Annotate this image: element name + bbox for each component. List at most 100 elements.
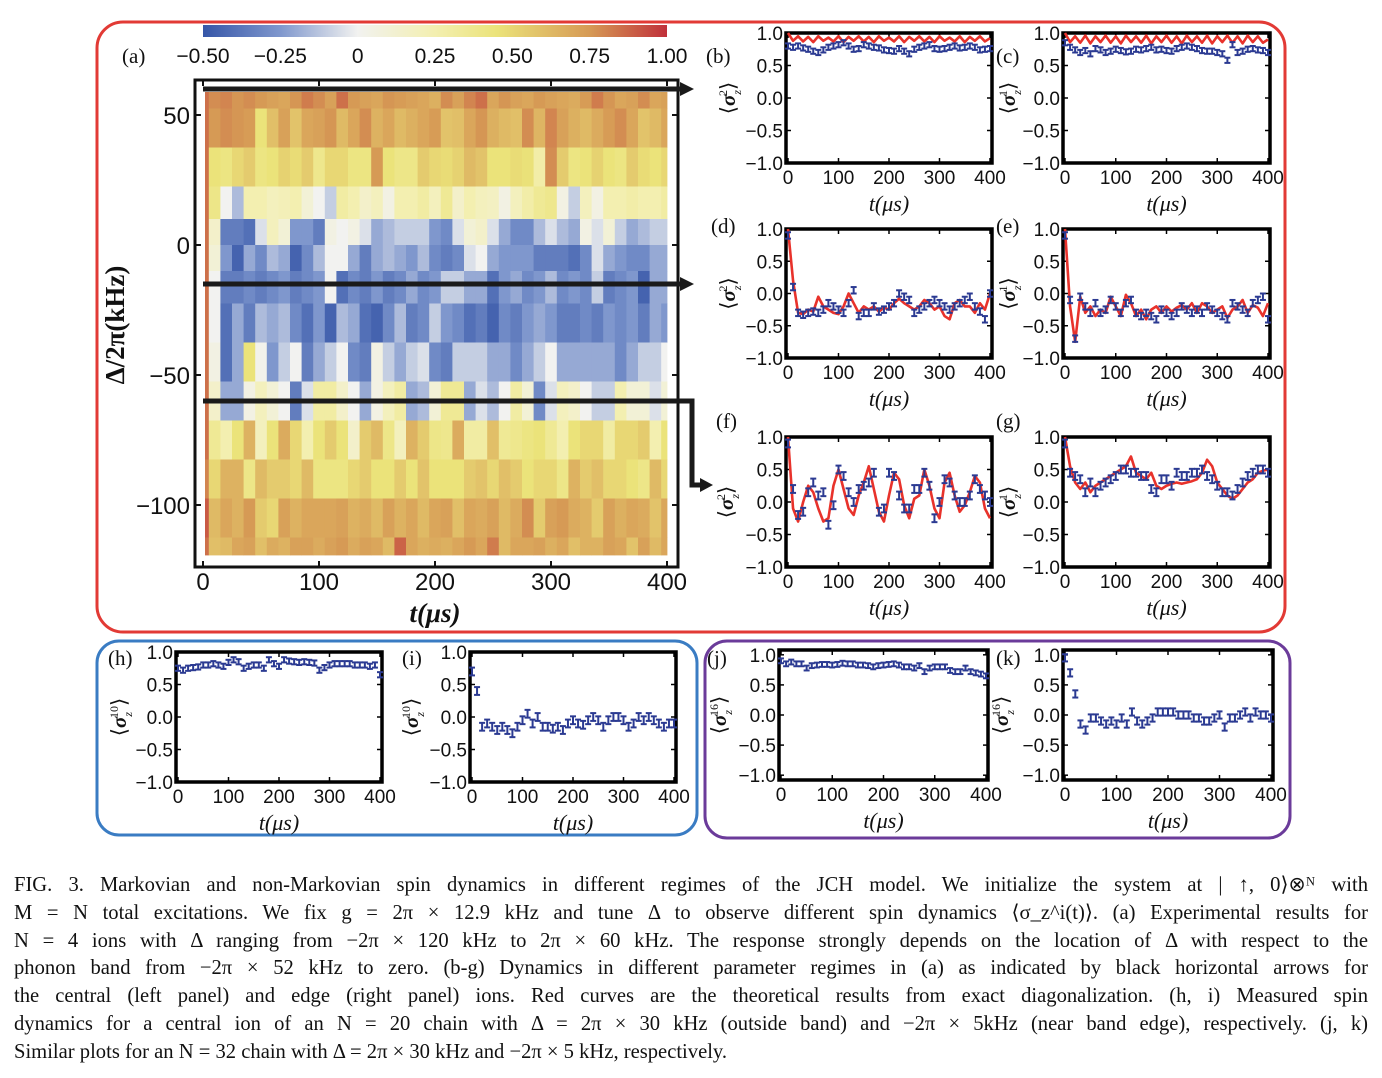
data-point [1138, 311, 1145, 321]
data-point [1257, 710, 1264, 720]
heatmap-cell [382, 303, 395, 343]
data-point [971, 302, 978, 311]
data-point [951, 490, 958, 501]
x-tick-label: 400 [1252, 363, 1284, 384]
y-label-sub: z [413, 712, 427, 718]
heatmap-cell [348, 186, 360, 220]
heatmap-cell [614, 92, 627, 109]
data-point [1242, 707, 1249, 717]
heatmap-cell [301, 537, 314, 556]
heatmap-cell [243, 108, 256, 148]
heatmap-cell [510, 245, 523, 272]
data-point [504, 725, 511, 735]
heatmap-cell [568, 459, 581, 499]
data-point [820, 46, 827, 54]
data-point [509, 728, 516, 739]
heatmap-cell [661, 342, 668, 382]
heatmap-cell [266, 147, 279, 187]
y-tick-label: −1.0 [738, 766, 776, 787]
data-point [1239, 477, 1246, 488]
red-group-box [95, 20, 1287, 634]
data-point [1193, 305, 1200, 314]
heatmap-cells [205, 92, 668, 556]
data-point [966, 490, 973, 501]
heatmap-cell [603, 186, 616, 220]
y-label-close: ⟩ [399, 698, 423, 706]
heatmap-cell [266, 108, 279, 148]
data-point [346, 660, 353, 668]
data-point [1107, 474, 1114, 485]
heatmap-cell [301, 147, 314, 187]
heatmap-cell [313, 537, 326, 556]
y-label-open: ⟨ [996, 106, 1020, 114]
y-tick-label: −0.5 [1022, 122, 1060, 143]
data-point [1062, 39, 1068, 47]
heatmap-cell [255, 420, 268, 460]
heatmap-cell [649, 147, 662, 187]
heatmap-cell [324, 186, 337, 220]
heatmap-cell [406, 498, 418, 538]
data-point [911, 45, 918, 53]
heatmap-cell [417, 420, 430, 460]
data-point [1144, 716, 1151, 726]
heatmap-cell [255, 186, 268, 220]
data-point [1173, 308, 1180, 318]
y-label-sup: 16 [989, 704, 1003, 716]
theory-curve [1063, 436, 1269, 501]
heatmap-cell [278, 108, 291, 148]
heatmap-cell [626, 420, 639, 460]
heatmap-cell [464, 498, 476, 538]
data-point [1193, 45, 1200, 53]
data-point [880, 503, 887, 514]
heatmap-cell [371, 342, 384, 382]
data-point [1259, 464, 1266, 475]
heatmap-cell [487, 342, 500, 382]
heatmap-cell [220, 537, 233, 556]
data-point [1254, 46, 1261, 54]
heatmap-cell [638, 108, 650, 148]
y-tick-label: −1.0 [135, 773, 173, 794]
heatmap-cell [429, 420, 442, 460]
data-point [1154, 707, 1161, 717]
heatmap-cell [452, 219, 465, 246]
data-point [987, 497, 993, 507]
heatmap-cell [475, 271, 488, 304]
heatmap-cell [626, 219, 639, 246]
caption-line: N = 4 ions with Δ ranging from −2π × 120… [14, 929, 1368, 952]
x-axis-label: t(μs) [863, 808, 903, 833]
data-point [1224, 487, 1231, 498]
heatmap-cell [661, 498, 668, 538]
heatmap-cell [626, 147, 639, 187]
heatmap-cell [556, 245, 569, 272]
y-tick-label: −0.5 [745, 317, 783, 338]
heatmap-cell [324, 342, 337, 382]
data-point [1249, 298, 1256, 308]
theory-curve [786, 436, 992, 523]
data-point [942, 663, 948, 671]
heatmap-cell [498, 537, 511, 556]
data-point [1214, 480, 1221, 491]
arrowhead-icon [700, 478, 713, 492]
data-point [1159, 707, 1166, 717]
data-point [1072, 689, 1079, 699]
heatmap-cell [266, 186, 279, 220]
heatmap-cell [417, 92, 430, 109]
data-point [916, 662, 923, 670]
data-point [1122, 298, 1129, 308]
heatmap-cell [394, 342, 407, 382]
data-point [1265, 467, 1271, 478]
heatmap-cell [266, 537, 279, 556]
data-point [1254, 464, 1261, 475]
data-point [901, 292, 908, 301]
data-point [936, 298, 943, 308]
heatmap-cell [661, 219, 668, 246]
heatmap-cell [232, 245, 244, 272]
heatmap-cell [255, 303, 268, 343]
heatmap-cell [429, 498, 442, 538]
heatmap-cell [205, 245, 210, 272]
data-point [301, 658, 308, 666]
data-point [1195, 713, 1202, 723]
data-point [590, 712, 597, 722]
data-point [1082, 46, 1089, 55]
heatmap-cell [487, 108, 500, 148]
